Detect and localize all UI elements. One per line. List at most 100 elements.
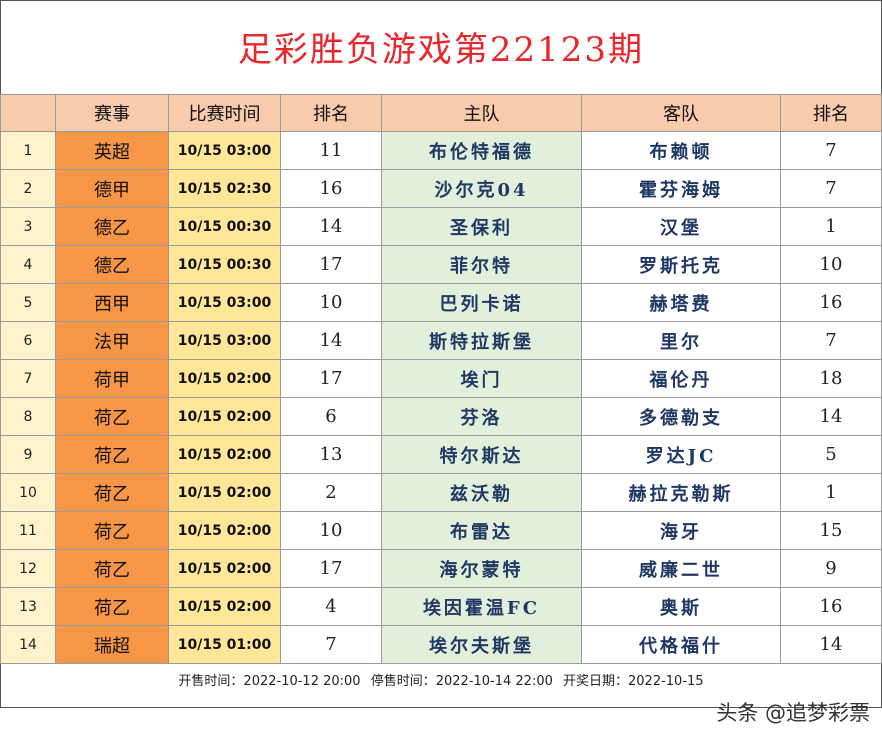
match-time-cell: 10/15 02:00 xyxy=(168,435,281,474)
home-rank-cell: 17 xyxy=(280,549,382,588)
row-index: 1 xyxy=(0,131,56,170)
match-time-cell: 10/15 01:00 xyxy=(168,625,281,664)
league-cell: 荷乙 xyxy=(55,473,169,512)
away-rank-cell: 18 xyxy=(780,359,882,398)
away-team-cell: 霍芬海姆 xyxy=(581,169,781,208)
header-away-rank: 排名 xyxy=(780,94,882,132)
row-index: 3 xyxy=(0,207,56,246)
table-row: 11 荷乙 10/15 02:00 10 布雷达 海牙 15 xyxy=(0,511,882,550)
home-rank-cell: 13 xyxy=(280,435,382,474)
league-cell: 瑞超 xyxy=(55,625,169,664)
row-index: 12 xyxy=(0,549,56,588)
home-rank-cell: 10 xyxy=(280,511,382,550)
away-team-cell: 威廉二世 xyxy=(581,549,781,588)
away-rank-cell: 5 xyxy=(780,435,882,474)
home-team-cell: 埃尔夫斯堡 xyxy=(381,625,582,664)
match-time-cell: 10/15 00:30 xyxy=(168,245,281,284)
home-team-cell: 海尔蒙特 xyxy=(381,549,582,588)
home-rank-cell: 17 xyxy=(280,245,382,284)
row-index: 13 xyxy=(0,587,56,626)
match-table: 赛事 比赛时间 排名 主队 客队 排名 1 英超 10/15 03:00 11 布伦特福… xyxy=(0,94,882,664)
away-rank-cell: 1 xyxy=(780,473,882,512)
league-cell: 德乙 xyxy=(55,245,169,284)
row-index: 8 xyxy=(0,397,56,436)
header-home-rank: 排名 xyxy=(280,94,382,132)
away-rank-cell: 7 xyxy=(780,169,882,208)
table-row: 13 荷乙 10/15 02:00 4 埃因霍温FC 奥斯 16 xyxy=(0,587,882,626)
league-cell: 荷乙 xyxy=(55,435,169,474)
table-row: 14 瑞超 10/15 01:00 7 埃尔夫斯堡 代格福什 14 xyxy=(0,625,882,664)
away-rank-cell: 1 xyxy=(780,207,882,246)
away-rank-cell: 7 xyxy=(780,321,882,360)
table-row: 4 德乙 10/15 00:30 17 菲尔特 罗斯托克 10 xyxy=(0,245,882,284)
table-header-row: 赛事 比赛时间 排名 主队 客队 排名 xyxy=(0,94,882,132)
row-index: 14 xyxy=(0,625,56,664)
away-team-cell: 汉堡 xyxy=(581,207,781,246)
home-team-cell: 圣保利 xyxy=(381,207,582,246)
table-row: 6 法甲 10/15 03:00 14 斯特拉斯堡 里尔 7 xyxy=(0,321,882,360)
home-team-cell: 特尔斯达 xyxy=(381,435,582,474)
away-team-cell: 多德勒支 xyxy=(581,397,781,436)
away-team-cell: 海牙 xyxy=(581,511,781,550)
row-index: 10 xyxy=(0,473,56,512)
away-rank-cell: 14 xyxy=(780,625,882,664)
match-time-cell: 10/15 02:00 xyxy=(168,397,281,436)
header-away-team: 客队 xyxy=(581,94,781,132)
home-team-cell: 芬洛 xyxy=(381,397,582,436)
home-rank-cell: 11 xyxy=(280,131,382,170)
away-rank-cell: 16 xyxy=(780,283,882,322)
home-rank-cell: 4 xyxy=(280,587,382,626)
home-rank-cell: 7 xyxy=(280,625,382,664)
league-cell: 法甲 xyxy=(55,321,169,360)
header-time: 比赛时间 xyxy=(168,94,281,132)
home-rank-cell: 14 xyxy=(280,321,382,360)
league-cell: 荷乙 xyxy=(55,587,169,626)
league-cell: 德乙 xyxy=(55,207,169,246)
header-home-team: 主队 xyxy=(381,94,582,132)
away-team-cell: 罗达JC xyxy=(581,435,781,474)
table-row: 12 荷乙 10/15 02:00 17 海尔蒙特 威廉二世 9 xyxy=(0,549,882,588)
match-time-cell: 10/15 02:00 xyxy=(168,549,281,588)
away-team-cell: 代格福什 xyxy=(581,625,781,664)
away-team-cell: 奥斯 xyxy=(581,587,781,626)
league-cell: 荷乙 xyxy=(55,549,169,588)
row-index: 5 xyxy=(0,283,56,322)
match-time-cell: 10/15 02:00 xyxy=(168,473,281,512)
league-cell: 英超 xyxy=(55,131,169,170)
league-cell: 德甲 xyxy=(55,169,169,208)
header-index xyxy=(0,94,56,132)
match-time-cell: 10/15 00:30 xyxy=(168,207,281,246)
header-league: 赛事 xyxy=(55,94,169,132)
home-team-cell: 埃门 xyxy=(381,359,582,398)
home-team-cell: 兹沃勒 xyxy=(381,473,582,512)
table-row: 10 荷乙 10/15 02:00 2 兹沃勒 赫拉克勒斯 1 xyxy=(0,473,882,512)
away-rank-cell: 14 xyxy=(780,397,882,436)
watermark: 头条 @追梦彩票 xyxy=(716,701,870,725)
row-index: 6 xyxy=(0,321,56,360)
home-rank-cell: 2 xyxy=(280,473,382,512)
away-team-cell: 里尔 xyxy=(581,321,781,360)
match-time-cell: 10/15 02:30 xyxy=(168,169,281,208)
home-team-cell: 埃因霍温FC xyxy=(381,587,582,626)
row-index: 7 xyxy=(0,359,56,398)
row-index: 9 xyxy=(0,435,56,474)
match-time-cell: 10/15 03:00 xyxy=(168,283,281,322)
page-title: 足彩胜负游戏第22123期 xyxy=(237,30,645,70)
match-table-body: 赛事 比赛时间 排名 主队 客队 排名 1 英超 10/15 03:00 11 布伦特福… xyxy=(0,94,882,664)
away-rank-cell: 15 xyxy=(780,511,882,550)
table-row: 8 荷乙 10/15 02:00 6 芬洛 多德勒支 14 xyxy=(0,397,882,436)
league-cell: 荷乙 xyxy=(55,511,169,550)
table-row: 9 荷乙 10/15 02:00 13 特尔斯达 罗达JC 5 xyxy=(0,435,882,474)
away-team-cell: 罗斯托克 xyxy=(581,245,781,284)
league-cell: 西甲 xyxy=(55,283,169,322)
home-team-cell: 斯特拉斯堡 xyxy=(381,321,582,360)
draw-date: 开奖日期：2022-10-15 xyxy=(563,674,704,689)
away-team-cell: 布赖顿 xyxy=(581,131,781,170)
home-rank-cell: 17 xyxy=(280,359,382,398)
row-index: 4 xyxy=(0,245,56,284)
home-rank-cell: 6 xyxy=(280,397,382,436)
league-cell: 荷甲 xyxy=(55,359,169,398)
sale-start-time: 开售时间：2022-10-12 20:00 xyxy=(178,674,361,689)
league-cell: 荷乙 xyxy=(55,397,169,436)
table-row: 5 西甲 10/15 03:00 10 巴列卡诺 赫塔费 16 xyxy=(0,283,882,322)
